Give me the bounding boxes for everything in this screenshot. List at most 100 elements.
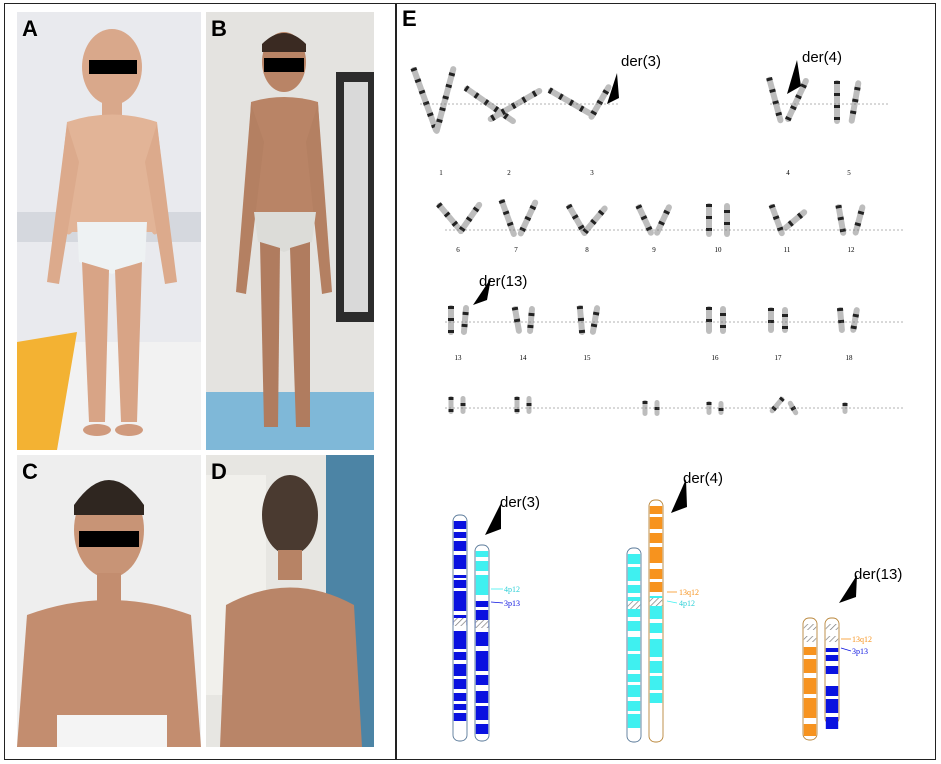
chr-number-8: 8 (585, 246, 589, 254)
panel-label-e: E (402, 6, 417, 31)
karyo-arrow-der3: der(3) (607, 53, 661, 104)
karyo-chromatid (835, 204, 847, 236)
ideogram-chromosome (802, 617, 818, 741)
karyo-arrow-der13-label: der(13) (479, 273, 527, 290)
karyo-chromatid (769, 396, 785, 414)
chr-number-17: 17 (775, 354, 783, 362)
photo-panel-a (17, 12, 201, 450)
label-der13-3p13: 3p13 (852, 647, 868, 656)
ideogram-chromosome (648, 499, 664, 743)
karyo-arrow-der13: der(13) (473, 273, 527, 305)
karyo-chromatid (457, 201, 483, 235)
karyo-chromatid (720, 306, 726, 334)
label-der4-4p12: 4p12 (679, 599, 695, 608)
karyo-chromatid (498, 199, 517, 237)
chr-number-7: 7 (514, 246, 518, 254)
karyo-chromatid (517, 199, 539, 237)
label-der3-3p13: 3p13 (504, 599, 520, 608)
karyo-chromatid (782, 307, 788, 333)
chr-number-11: 11 (784, 246, 791, 254)
chr-number-2: 2 (507, 169, 511, 177)
chr-number-5: 5 (847, 169, 851, 177)
karyo-chromatid (724, 203, 730, 237)
photo-panel-c (17, 455, 201, 747)
label-der13-13q12: 13q12 (852, 635, 872, 644)
ideo-arrow-der3: der(3) (485, 494, 540, 535)
chr-number-16: 16 (712, 354, 720, 362)
karyo-chromatid (511, 306, 522, 334)
chr-number-15: 15 (584, 354, 592, 362)
karyo-chromatid (582, 205, 608, 235)
ideogram-chromosome (626, 547, 642, 743)
panel-label-c: C (22, 459, 38, 484)
chr-number-14: 14 (520, 354, 528, 362)
chr-number-18: 18 (846, 354, 854, 362)
karyo-chromatid (706, 306, 712, 334)
karyo-chromatid (514, 396, 520, 414)
label-der4-13q12: 13q12 (679, 588, 699, 597)
karyotype-numbers: 1 2 3 4 5 6 7 8 9 10 11 12 13 14 15 16 1… (439, 169, 855, 362)
chr-number-4: 4 (786, 169, 790, 177)
chr-number-1: 1 (439, 169, 443, 177)
karyo-chromatid (547, 87, 593, 116)
karyo-chromatid (460, 305, 470, 335)
karyo-chromatid (834, 80, 840, 124)
photo-panel-d (206, 455, 374, 747)
photo-panel-b (206, 12, 374, 450)
chr-number-3: 3 (590, 169, 594, 177)
ideo-arrow-der13-label: der(13) (854, 566, 902, 583)
karyo-chromatid (448, 305, 454, 335)
ideo-band-labels: 4p12 3p13 13q12 4p12 13q12 3p13 (490, 585, 872, 656)
karyo-chromatid (706, 203, 712, 237)
panel-label-b: B (211, 16, 227, 41)
karyo-chromatid (635, 204, 654, 236)
chr-number-9: 9 (652, 246, 656, 254)
ideo-arrow-der4-label: der(4) (683, 470, 723, 487)
karyo-chromatid (460, 396, 466, 414)
karyo-chromatid (848, 80, 862, 124)
ideogram-chromosome (452, 514, 468, 742)
karyo-chromatid (576, 305, 586, 335)
karyo-chromatid (852, 204, 866, 236)
chr-number-10: 10 (715, 246, 723, 254)
chr-number-6: 6 (456, 246, 460, 254)
ideo-arrow-der13: der(13) (839, 566, 902, 603)
karyo-chromatid (654, 204, 672, 236)
ideogram-chromosome (824, 617, 840, 729)
chr-number-12: 12 (848, 246, 856, 254)
karyo-chromatid (436, 202, 464, 234)
ideogram-chromosome (474, 544, 490, 742)
boy-chest-photo (17, 455, 201, 747)
ideo-arrow-der4: der(4) (671, 470, 723, 513)
ideogram-chromosomes (452, 499, 840, 743)
karyo-chromatid (589, 305, 601, 335)
panel-label-d: D (211, 459, 227, 484)
panel-label-a: A (22, 16, 38, 41)
boy-front-photo (17, 12, 201, 450)
karyo-chromatid (768, 307, 774, 333)
karyotype-diagram: 1 2 3 4 5 6 7 8 9 10 11 12 13 14 15 16 1… (410, 49, 905, 416)
karyo-chromatid (565, 203, 588, 236)
karyo-chromatid (410, 66, 439, 134)
karyo-arrow-der4: der(4) (787, 49, 842, 94)
karyo-chromatid (836, 307, 845, 333)
karyo-chromatid (768, 203, 785, 237)
karyo-chromatid (527, 306, 535, 334)
chr-number-13: 13 (455, 354, 463, 362)
karyo-chromatid (433, 66, 457, 134)
figure-frame (4, 3, 936, 760)
karyo-chromatid (766, 76, 784, 124)
boy-back-photo (206, 455, 374, 747)
karyo-chromatid (526, 396, 532, 414)
karyo-chromatid (784, 77, 809, 123)
boy-front-photo-b (206, 12, 374, 450)
karyo-chromatid (850, 307, 860, 333)
panel-divider (395, 3, 397, 760)
ideo-arrow-der3-label: der(3) (500, 494, 540, 511)
label-der3-4p12: 4p12 (504, 585, 520, 594)
karyo-arrow-der4-label: der(4) (802, 49, 842, 66)
ideogram-diagram: der(3) der(4) der(13) 4p12 3p13 13q12 4p… (452, 470, 902, 743)
karyo-chromatid (782, 209, 808, 231)
karyotype-chromosomes (410, 66, 905, 416)
karyo-chromatid (448, 396, 454, 414)
